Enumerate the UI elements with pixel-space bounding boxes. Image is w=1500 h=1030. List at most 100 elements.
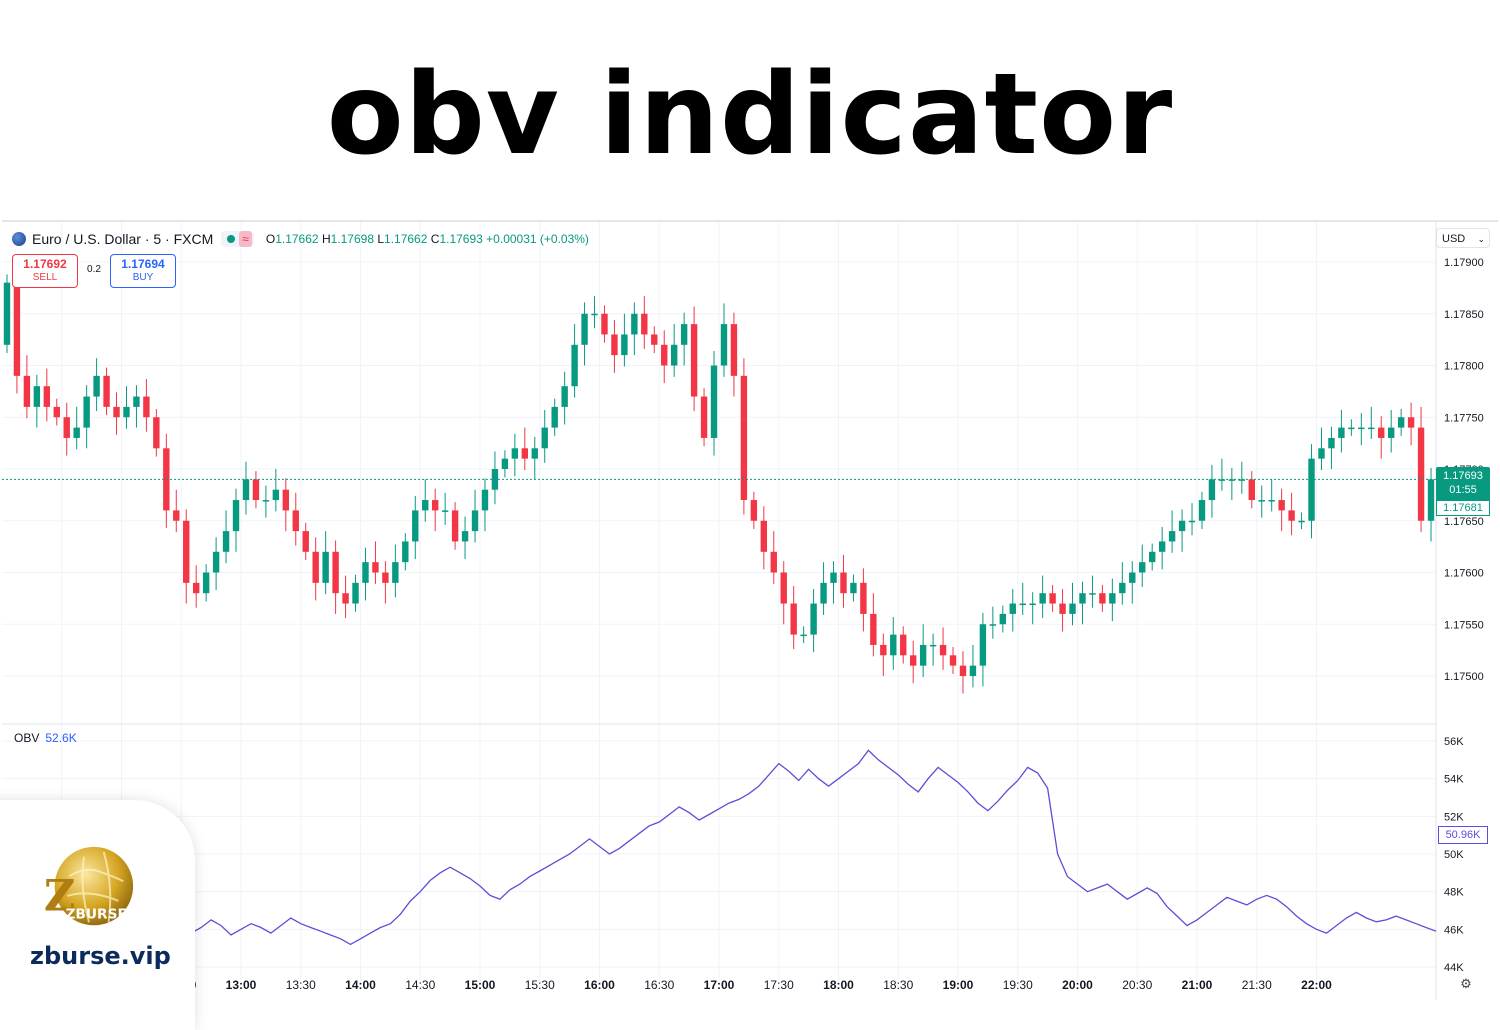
candle [1198,491,1206,530]
candle [641,296,648,349]
candle-body [501,458,509,469]
candle [820,562,827,615]
obv-tick-label: 56K [1444,736,1464,748]
candle-body [392,562,399,583]
candle-body [999,613,1007,625]
candle-body [1338,427,1345,438]
gear-icon[interactable]: ⚙ [1460,976,1472,991]
candle-body [1278,500,1285,511]
chart-canvas[interactable]: 1.179001.178501.178001.177501.177001.176… [2,222,1498,1000]
candle [949,647,957,674]
candle-body [153,417,160,449]
svg-text:ZBURSE: ZBURSE [65,906,126,922]
candle [929,633,937,666]
candle [272,469,280,512]
currency-select[interactable]: USD ⌄ [1436,228,1490,248]
candle-body [979,624,987,666]
candle-body [1417,427,1425,521]
candle [1069,582,1076,626]
candle-body [1348,427,1355,430]
candle-body [1397,417,1405,428]
candle [969,644,977,688]
obv-tick-label: 48K [1444,887,1464,899]
candle [1059,589,1066,632]
candle-body [183,520,190,583]
candle [1188,503,1196,536]
candle [919,624,927,678]
candle-body [1427,479,1435,521]
candle-body [1228,479,1236,481]
chevron-down-icon: ⌄ [1477,234,1485,244]
candle [1338,410,1345,453]
candle [292,492,299,546]
candle-body [312,551,319,583]
watermark-url: zburse.vip [30,942,171,970]
candle [621,313,628,367]
candle-body [441,510,449,512]
candle [1178,509,1186,552]
candle-body [461,531,469,542]
change-value: +0.00031 (+0.03%) [486,232,589,246]
time-tick-label: 16:00 [584,978,615,992]
candle [900,626,907,664]
buy-button[interactable]: 1.17694 BUY [110,254,176,288]
candle-body [651,334,658,345]
candle-body [471,510,479,532]
candle [790,585,797,650]
candle [501,450,509,478]
candle-body [272,489,280,501]
candle [252,471,260,509]
candle [372,541,379,584]
time-tick-label: 14:00 [345,978,376,992]
candle [282,478,290,532]
candle [531,436,538,480]
candle [153,408,160,457]
market-status-pill[interactable]: ≈ [221,231,254,247]
symbol-name[interactable]: Euro / U.S. Dollar · 5 · FXCM [32,231,214,247]
candle [342,575,349,619]
price-tick-label: 1.17800 [1444,361,1484,373]
obv-legend[interactable]: OBV 52.6K [14,731,77,745]
obv-series [11,749,1437,949]
time-tick-label: 16:30 [644,978,674,992]
candle [481,478,489,532]
candle [1328,426,1335,469]
candle [909,640,917,684]
candle [103,367,110,416]
candle [93,358,100,412]
candle [133,385,140,428]
last-price: 1.17693 [1443,470,1483,482]
candle-body [412,510,419,542]
candle [1129,561,1136,604]
candle [870,593,877,657]
symbol-legend[interactable]: Euro / U.S. Dollar · 5 · FXCM ≈ O1.17662… [12,228,589,250]
time-tick-label: 18:30 [883,978,913,992]
candle-body [900,634,907,656]
candle [402,533,409,571]
candle [123,386,130,429]
candle-body [422,500,429,511]
candle-body [909,655,917,666]
candle [73,406,80,450]
candle-body [541,427,548,449]
candle-body [1039,593,1046,604]
candle-body [1029,603,1036,606]
candle-body [700,396,708,438]
candle [1079,581,1086,625]
candle-body [1288,510,1295,521]
candle-body [362,562,369,583]
candle [541,410,548,463]
candle [212,537,220,591]
candle [322,531,329,595]
candle-body [830,572,837,583]
candle [362,547,369,601]
candle-body [1099,593,1106,604]
obv-tick-label: 54K [1444,774,1464,786]
candle-body [481,489,489,511]
candle [939,627,947,670]
candle-body [431,500,439,511]
sell-button[interactable]: 1.17692 SELL [12,254,78,288]
candle-body [800,634,807,637]
time-tick-label: 21:30 [1242,978,1272,992]
candle-body [1059,603,1066,614]
